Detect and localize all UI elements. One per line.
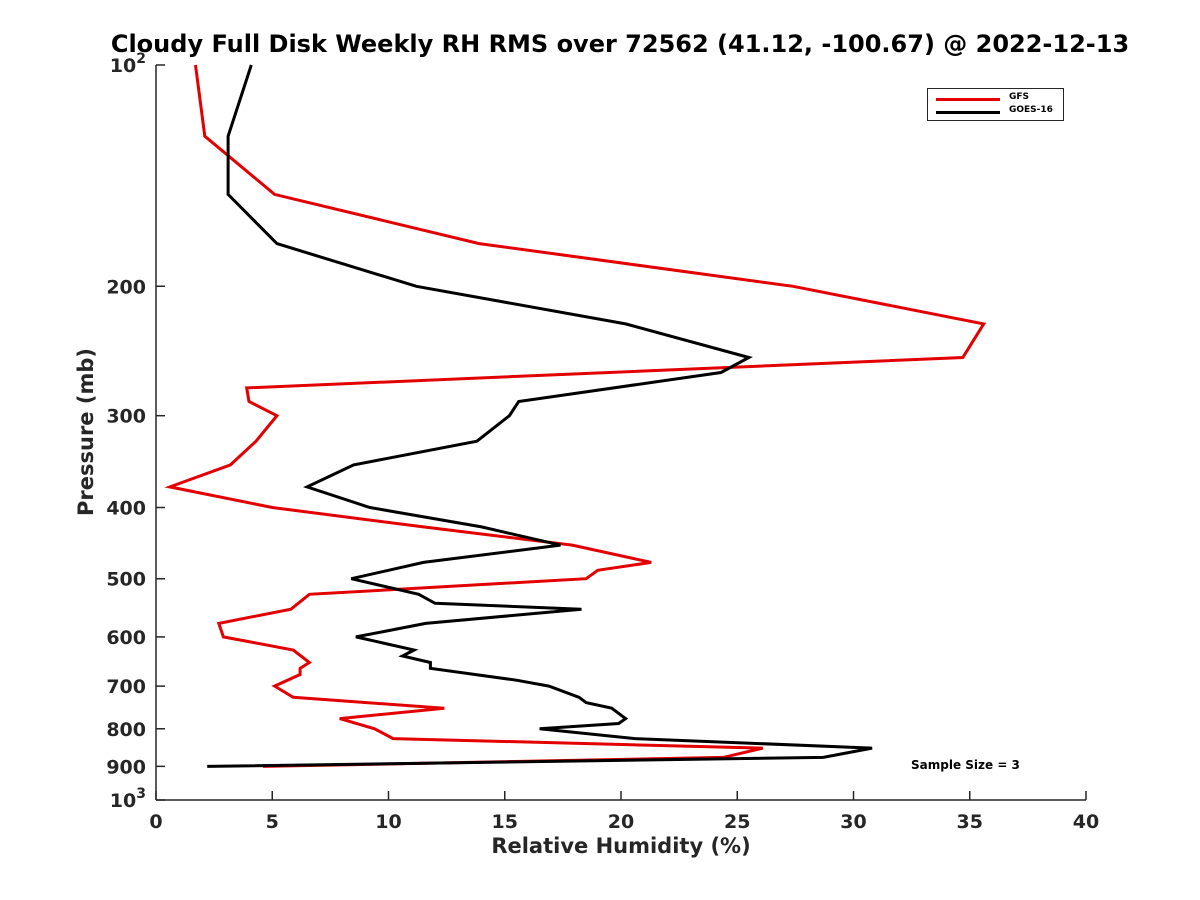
x-tick-label: 25	[724, 811, 750, 833]
plot-lines	[164, 64, 987, 768]
y-tick-label: 600	[106, 627, 146, 649]
x-tick-label: 0	[149, 811, 162, 833]
x-axis-label: Relative Humidity (%)	[491, 834, 751, 858]
axes	[155, 65, 1086, 801]
sample-size-annotation: Sample Size = 3	[911, 758, 1020, 772]
y-tick-label: 102	[110, 51, 146, 77]
y-tick-label: 700	[106, 676, 146, 698]
x-tick-label: 15	[492, 811, 518, 833]
y-axis-label: Pressure (mb)	[74, 348, 98, 516]
legend: GFS GOES-16	[927, 88, 1064, 121]
y-tick-label: 103	[110, 786, 146, 812]
legend-line-goes16	[936, 111, 1000, 114]
y-tick-label: 300	[106, 406, 146, 428]
x-tick-label: 35	[957, 811, 983, 833]
x-ticks: 0 5 10 15 20 25 30 35 40	[149, 791, 1099, 833]
x-tick-label: 5	[266, 811, 279, 833]
legend-label-goes16: GOES-16	[1009, 105, 1053, 115]
chart-title: Cloudy Full Disk Weekly RH RMS over 7256…	[110, 30, 1130, 58]
series-line-gfs	[164, 64, 987, 768]
y-tick-label: 500	[106, 569, 146, 591]
y-tick-label: 800	[106, 719, 146, 741]
x-tick-label: 10	[375, 811, 401, 833]
y-tick-label: 200	[106, 276, 146, 298]
x-tick-label: 30	[840, 811, 866, 833]
x-tick-label: 40	[1073, 811, 1099, 833]
y-ticks: 102 200 300 400 500 600 700 800 900 103	[106, 51, 165, 812]
x-tick-label: 20	[608, 811, 634, 833]
legend-entry-gfs: GFS	[928, 92, 1063, 106]
y-tick-label: 400	[106, 498, 146, 520]
legend-label-gfs: GFS	[1009, 92, 1030, 102]
legend-line-gfs	[936, 98, 1000, 101]
series-line-goes16	[207, 64, 873, 768]
legend-entry-goes16: GOES-16	[928, 105, 1063, 119]
y-tick-label: 900	[106, 756, 146, 778]
